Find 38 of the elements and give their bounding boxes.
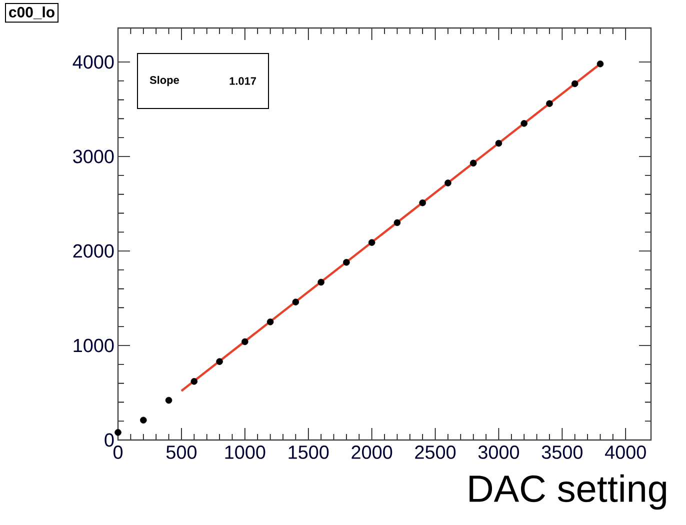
point bbox=[546, 100, 553, 107]
point bbox=[394, 219, 401, 226]
x-tick-label: 2000 bbox=[352, 446, 392, 459]
point bbox=[495, 140, 502, 147]
x-tick-label: 3000 bbox=[478, 446, 520, 459]
y-tick-label: 4000 bbox=[72, 55, 114, 69]
x-tick-label: 1000 bbox=[225, 446, 266, 459]
point bbox=[444, 180, 452, 186]
point bbox=[343, 258, 350, 266]
point bbox=[242, 338, 248, 346]
point bbox=[571, 80, 578, 88]
y-tick-label: 1000 bbox=[74, 338, 114, 352]
chart-title: c00_lo bbox=[9, 6, 54, 20]
point bbox=[266, 318, 274, 326]
y-tick-label: 2000 bbox=[73, 244, 114, 258]
point bbox=[216, 358, 223, 365]
point bbox=[292, 298, 300, 306]
x-tick-label: 2500 bbox=[415, 446, 456, 459]
annotation: 1.017 bbox=[230, 77, 256, 85]
point bbox=[165, 396, 172, 404]
x-axis-title: DAC setting bbox=[470, 474, 666, 510]
point bbox=[470, 160, 477, 167]
x-tick-label: 1500 bbox=[288, 446, 329, 459]
x-tick-label: 500 bbox=[166, 446, 196, 459]
point bbox=[318, 278, 324, 286]
point bbox=[190, 378, 198, 385]
point bbox=[368, 239, 376, 246]
point bbox=[114, 429, 122, 436]
y-tick-label: 0 bbox=[104, 433, 114, 447]
point bbox=[520, 120, 528, 127]
point bbox=[140, 416, 147, 424]
y-tick-label: 3000 bbox=[73, 150, 114, 164]
x-tick-label: 0 bbox=[113, 446, 123, 459]
x-tick-label: 3500 bbox=[542, 446, 582, 459]
point bbox=[419, 199, 426, 206]
annotation: Slope bbox=[150, 76, 179, 86]
point bbox=[596, 60, 604, 68]
x-tick-label: 4000 bbox=[605, 446, 646, 459]
